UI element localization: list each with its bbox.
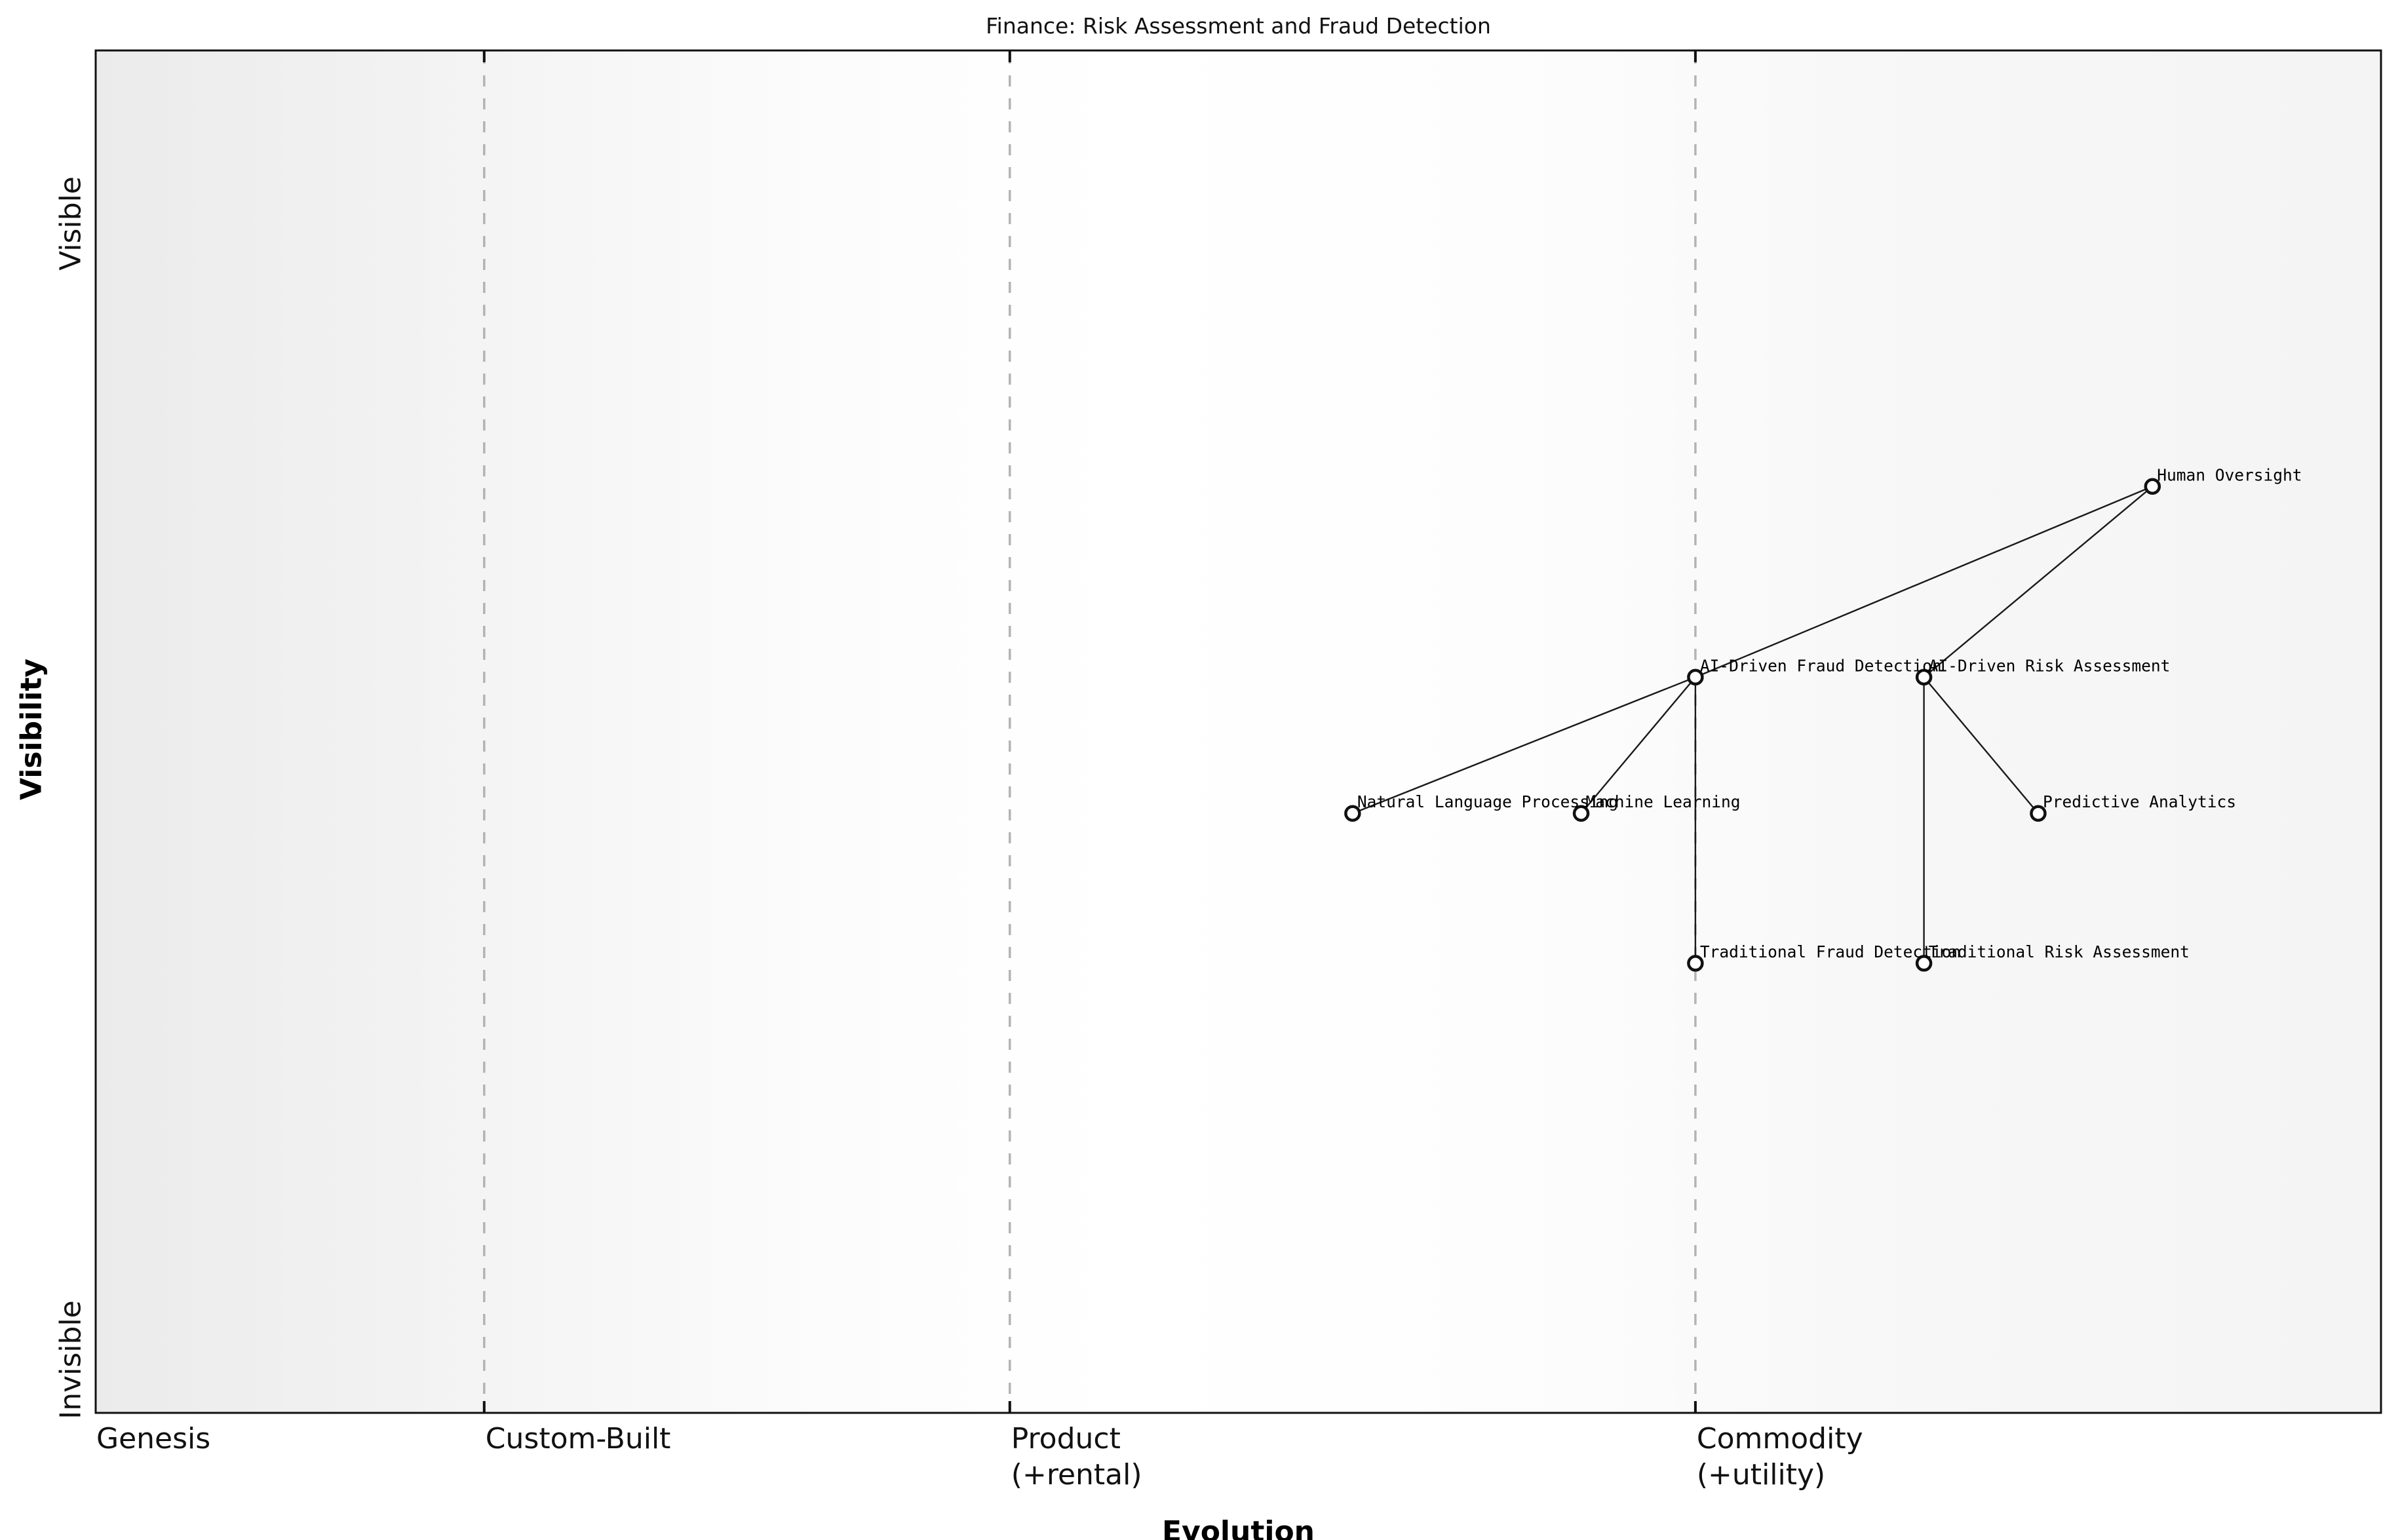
axis-ticks [482,50,1697,1413]
map-edges [1352,486,2154,963]
x-axis-title: Evolution [1161,1515,1315,1540]
map-edge-ai-driven-risk-assessment--predictive-analytics [1923,676,2039,815]
x-tick-label-custom-built: Custom-Built [485,1422,671,1455]
map-node-human-oversight [2144,478,2161,495]
map-node-ai-driven-risk-assessment [1915,668,1933,686]
map-node-label-ai-driven-risk-assessment: AI-Driven Risk Assessment [1929,656,2171,675]
x-tick-label-commodity: Commodity (+utility) [1696,1422,1863,1492]
map-node-predictive-analytics [2030,805,2047,822]
plot-frame [94,49,2382,1414]
map-node-traditional-risk-assessment [1915,955,1933,972]
map-node-ai-driven-fraud-detection [1687,668,1704,686]
y-axis-title: Visibility [14,658,48,801]
chart-title: Finance: Risk Assessment and Fraud Detec… [986,13,1491,39]
map-edge-ai-driven-fraud-detection--machine-learning [1580,676,1696,815]
stage-boundary-lines [483,52,1697,1411]
map-nodes [1344,478,2161,972]
map-node-label-machine-learning: Machine Learning [1586,792,1741,811]
map-edge-human-oversight--ai-driven-fraud-detection [1695,486,2153,678]
map-node-label-ai-driven-fraud-detection: AI-Driven Fraud Detection [1700,656,1942,675]
map-node-label-natural-language-processing: Natural Language Processing [1357,792,1618,811]
map-node-traditional-fraud-detection [1687,955,1704,972]
x-tick-label-genesis: Genesis [96,1422,211,1455]
map-node-machine-learning [1572,805,1590,822]
map-node-labels: Human Oversight AI-Driven Fraud Detection… [1357,465,2302,961]
y-tick-label-invisible: Invisible [54,1300,88,1419]
map-node-label-human-oversight: Human Oversight [2157,465,2302,484]
x-tick-label-product: Product (+rental) [1011,1422,1142,1492]
map-node-label-predictive-analytics: Predictive Analytics [2043,792,2236,811]
y-tick-label-visible: Visible [54,176,88,271]
map-edge-ai-driven-fraud-detection--natural-language-processing [1352,676,1696,815]
map-node-label-traditional-fraud-detection: Traditional Fraud Detection [1700,942,1961,961]
plot-background [96,50,2381,1413]
map-node-natural-language-processing [1344,805,1361,822]
map-node-label-traditional-risk-assessment: Traditional Risk Assessment [1929,942,2190,961]
map-edge-human-oversight--ai-driven-risk-assessment [1923,486,2154,678]
